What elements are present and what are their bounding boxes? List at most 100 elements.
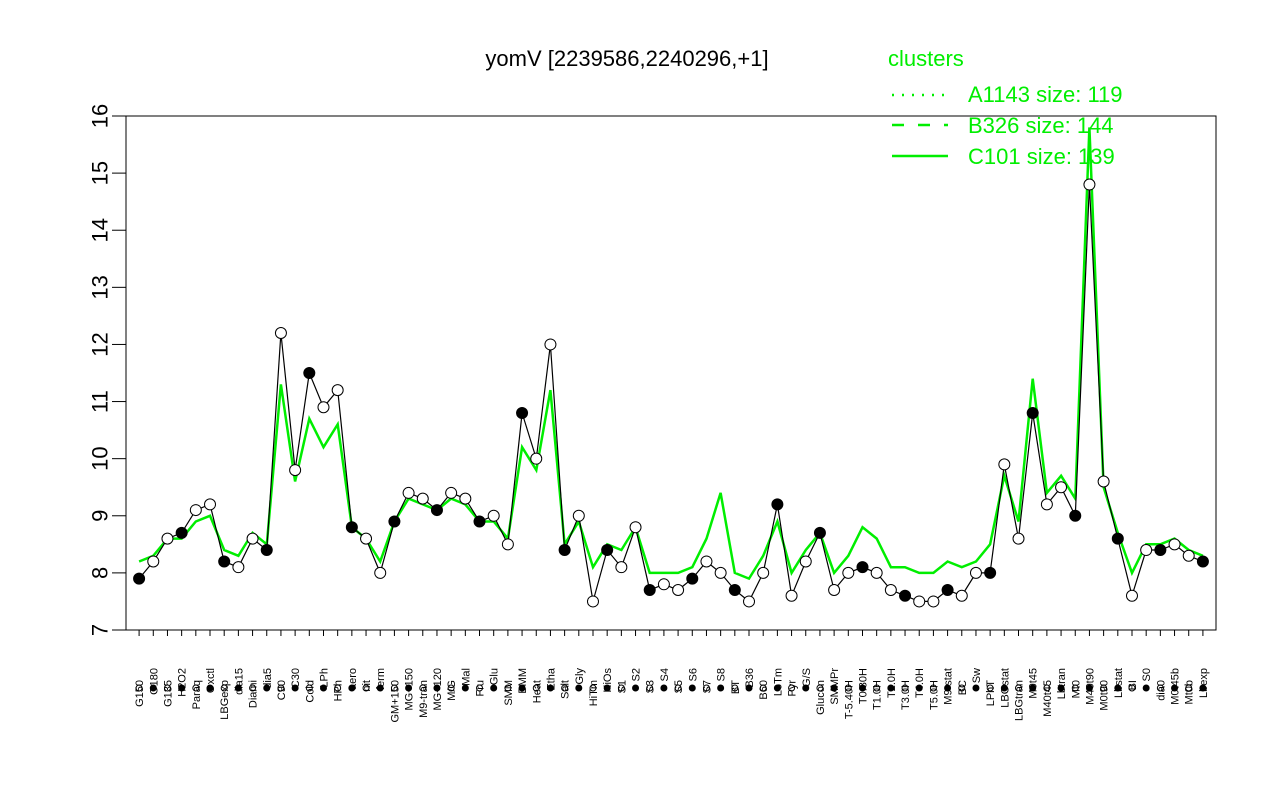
x-rug-mark (603, 684, 611, 692)
x-tick-label: MG+120 (432, 668, 444, 711)
x-rug-mark (759, 684, 767, 692)
x-tick-label: G135 (162, 680, 174, 707)
x-tick-label: SMM (503, 680, 515, 706)
x-rug-mark (1156, 684, 1164, 692)
x-rug-mark (532, 684, 540, 692)
data-point (913, 595, 926, 608)
x-tick-label: Diami (248, 680, 260, 708)
x-rug-mark (632, 684, 640, 692)
x-rug-mark (944, 684, 952, 692)
data-point (955, 589, 968, 602)
x-rug-mark (447, 684, 455, 692)
x-rug-mark (234, 684, 242, 692)
data-point (388, 515, 401, 528)
x-rug-mark (249, 684, 257, 692)
y-tick-label: 15 (88, 161, 113, 185)
x-tick-label: S5 (673, 680, 685, 693)
x-tick-label: T0.30H (857, 668, 869, 704)
x-tick-label: Glu (489, 668, 501, 685)
x-rug-mark (277, 684, 285, 692)
data-point (842, 566, 855, 579)
x-rug-mark (1185, 684, 1193, 692)
data-point (1069, 509, 1082, 522)
x-rug-mark (163, 684, 171, 692)
x-tick-label: LPhT (985, 680, 997, 707)
x-tick-label: Pyr (787, 680, 799, 697)
x-rug-mark (788, 684, 796, 692)
y-tick-label: 10 (88, 446, 113, 470)
x-tick-label: MG+150 (404, 668, 416, 711)
x-rug-mark (589, 684, 597, 692)
x-rug-mark (802, 684, 810, 692)
x-tick-label: S4 (659, 668, 671, 681)
data-point (204, 498, 217, 511)
data-point (1182, 549, 1195, 562)
data-point (927, 595, 940, 608)
x-rug-mark (490, 684, 498, 692)
x-rug-mark (1029, 684, 1037, 692)
x-tick-label: M40t90 (1084, 668, 1096, 705)
data-point (672, 584, 685, 597)
x-tick-label: M40t45 (1042, 680, 1054, 717)
data-point (487, 509, 500, 522)
x-rug-mark (901, 684, 909, 692)
data-point (757, 566, 770, 579)
x-tick-label: Lbtran (1056, 668, 1068, 699)
x-rug-mark (617, 684, 625, 692)
x-rug-mark (887, 684, 895, 692)
x-rug-mark (858, 684, 866, 692)
data-point (274, 327, 287, 340)
x-rug-mark (263, 684, 271, 692)
x-rug-mark (575, 684, 583, 692)
x-rug-mark (844, 684, 852, 692)
y-tick-label: 7 (88, 624, 113, 636)
x-tick-label: Lbstat (1113, 668, 1125, 698)
data-point (147, 555, 160, 568)
x-rug-mark (376, 684, 384, 692)
x-rug-mark (1142, 684, 1150, 692)
x-rug-mark (1085, 684, 1093, 692)
x-tick-label: H2O2 (177, 668, 189, 697)
data-point (1125, 589, 1138, 602)
data-point (501, 538, 514, 551)
data-point (331, 384, 344, 397)
cluster-series (138, 127, 1204, 581)
x-tick-label: BMM (517, 668, 529, 694)
data-point (345, 521, 358, 534)
data-point (586, 595, 599, 608)
data-point (1012, 532, 1025, 545)
x-tick-label: Salt (560, 680, 572, 699)
x-tick-label: dia0 (1155, 680, 1167, 701)
x-tick-label: SMMPr (829, 668, 841, 705)
y-tick-label: 8 (88, 567, 113, 579)
data-point (643, 584, 656, 597)
y-tick-label: 9 (88, 510, 113, 522)
x-tick-label: S6 (687, 668, 699, 681)
x-tick-label: dia5 (262, 668, 274, 689)
data-point (175, 526, 188, 539)
data-point (629, 521, 642, 534)
data-point (771, 498, 784, 511)
y-axis: 7 8 9 10 11 12 13 14 15 16 (88, 104, 126, 636)
x-rug-mark (291, 684, 299, 692)
x-tick-label: S3 (645, 680, 657, 693)
x-tick-label: T4.0H (914, 668, 926, 698)
x-tick-label: Gly (574, 668, 586, 685)
data-point (374, 566, 387, 579)
chart-title: yomV [2239586,2240296,+1] (485, 46, 768, 71)
x-tick-label: BI (1127, 680, 1139, 690)
x-tick-label: BC (957, 680, 969, 695)
x-rug-mark (1000, 684, 1008, 692)
data-point (984, 566, 997, 579)
x-tick-label: Mt0b (1184, 680, 1196, 704)
x-rug-mark (504, 684, 512, 692)
x-rug-mark (1057, 684, 1065, 692)
x-rug-mark (461, 684, 469, 692)
x-tick-label: HiOs (602, 668, 614, 693)
x-tick-label: T5.0H (928, 680, 940, 710)
data-point (1083, 178, 1096, 191)
x-tick-label: Paraq (191, 680, 203, 709)
data-point (743, 595, 756, 608)
x-rug-mark (135, 684, 143, 692)
data-point (317, 401, 330, 414)
